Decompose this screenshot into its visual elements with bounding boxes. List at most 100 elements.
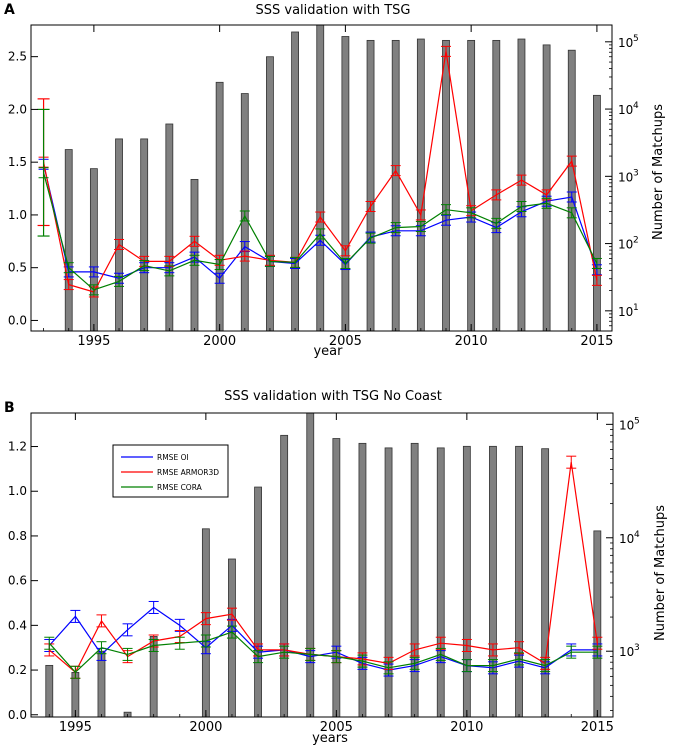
error-bar-2-1999	[189, 254, 200, 266]
error-bar-2-2001	[226, 625, 237, 639]
panel-b-label: B	[4, 400, 15, 416]
error-bar-1-2012	[516, 174, 527, 186]
axes-box	[30, 24, 613, 332]
x-tick-label: 2000	[189, 720, 222, 735]
error-bar-0-1997	[122, 623, 133, 637]
error-bar-2-2001	[239, 210, 250, 222]
matchup-bar-1994	[45, 664, 54, 718]
y-tick-label: 0.0	[8, 708, 27, 722]
panel-a-label: A	[4, 2, 15, 18]
y-tick-label: 0.4	[8, 618, 27, 632]
error-bar-1-2014	[566, 455, 577, 469]
error-bar-2-2008	[415, 221, 426, 233]
error-bar-1-2005	[340, 245, 351, 257]
error-bar-1-1994	[63, 279, 74, 291]
matchup-bar-1997	[140, 138, 149, 332]
x-tick-label: 2010	[450, 720, 483, 735]
error-bar-2-2014	[566, 645, 577, 659]
y-tick-label: 0.0	[8, 313, 27, 327]
panel-a-right-axis-label: Number of Matchups	[651, 104, 666, 240]
matchup-bar-2005	[332, 438, 341, 718]
series-line-2	[48, 631, 598, 674]
panel-b-x-axis-label: years	[312, 731, 348, 746]
matchup-bar-2008	[416, 38, 425, 332]
error-bar-2-1995	[70, 665, 81, 679]
error-bar-0-1998	[148, 600, 159, 614]
matchup-bar-2009	[442, 39, 450, 332]
legend-label-2: RMSE CORA	[157, 483, 203, 492]
error-bar-2-2011	[487, 659, 498, 673]
y2-tick-exponent: 3	[634, 643, 640, 653]
error-bar-0-2014	[566, 191, 577, 203]
y-tick-label: 1.2	[8, 440, 27, 454]
y2-tick-label: 10	[619, 532, 634, 546]
error-bar-1-1999	[189, 235, 200, 247]
matchup-bar-2002	[266, 56, 274, 332]
matchup-bar-2013	[541, 448, 550, 718]
matchup-bar-2010	[462, 445, 471, 718]
matchup-bar-1996	[115, 138, 123, 332]
matchup-bar-2000	[215, 81, 224, 332]
error-bar-2-1996	[96, 641, 107, 655]
error-bar-2-2003	[290, 256, 301, 268]
panel-b-ticks: 1995 2000 2005 2010 2015 0.0 0.2 0.4 0.6 0.8 1.0 1.…	[8, 413, 640, 735]
error-bar-2-2003	[279, 645, 290, 659]
y2-tick-exponent: 4	[634, 530, 640, 540]
error-bar-1-1996	[114, 238, 125, 250]
matchup-bar-2005	[341, 36, 350, 332]
error-bar-2-1996	[114, 275, 125, 287]
panel-a: A SSS validation with TSG year Number of…	[4, 2, 666, 359]
y2-tick-exponent: 1	[633, 303, 639, 313]
matchup-bar-2007	[391, 39, 400, 332]
y-tick-label: 1.0	[8, 208, 27, 222]
matchup-bar-2008	[410, 442, 419, 718]
error-bar-2-2006	[357, 654, 368, 668]
error-bar-1-2001	[239, 250, 250, 262]
error-bar-2-1998	[164, 265, 175, 277]
panel-b-legend: RMSE OI RMSE ARMOR3D RMSE CORA	[112, 444, 229, 498]
error-bar-1-2011	[487, 643, 498, 657]
error-bar-2-2000	[200, 634, 211, 648]
error-bar-1-2008	[415, 209, 426, 221]
error-bar-2-2008	[409, 656, 420, 670]
error-bar-2-1997	[122, 647, 133, 661]
error-bar-2-2013	[540, 659, 551, 673]
error-bar-2-2000	[214, 259, 225, 271]
error-bar-0-2009	[441, 214, 451, 226]
matchup-bar-2007	[384, 447, 393, 718]
error-bar-2-2012	[514, 652, 525, 666]
y2-tick-exponent: 3	[633, 168, 639, 178]
y-tick-label: 0.2	[8, 663, 27, 677]
error-bar-2-1994	[63, 262, 74, 274]
error-bar-1-2011	[491, 189, 502, 201]
panel-a-title: SSS validation with TSG	[255, 3, 410, 18]
matchup-bar-2004	[316, 24, 325, 332]
matchup-bar-2014	[567, 49, 576, 332]
legend-label-1: RMSE ARMOR3D	[157, 468, 219, 477]
matchup-bar-1996	[97, 650, 106, 718]
panel-b-axes-frame	[30, 412, 614, 718]
matchup-bar-2009	[436, 447, 445, 718]
y2-tick-label: 10	[618, 36, 633, 50]
matchup-bar-2003	[291, 31, 299, 332]
panel-a-axes-frame	[30, 24, 613, 332]
error-bar-2-1999	[174, 636, 185, 650]
error-bar-1-2010	[461, 638, 472, 652]
large-error-bar-1	[37, 108, 50, 237]
error-bar-1-2015	[591, 274, 602, 286]
x-tick-label: 2015	[580, 334, 613, 349]
error-bar-2-2013	[541, 197, 552, 209]
panel-a-x-axis-label: year	[313, 344, 343, 359]
matchup-bar-1994	[64, 149, 73, 332]
error-bar-1-2009	[441, 45, 451, 57]
x-tick-label: 2000	[203, 334, 236, 349]
x-tick-label: 1995	[77, 334, 110, 349]
axes-box	[30, 412, 614, 718]
error-bar-1-2004	[315, 211, 326, 223]
panel-a-lines	[37, 45, 602, 298]
y2-tick-label: 10	[619, 418, 634, 432]
matchup-bar-2012	[515, 445, 523, 718]
matchup-bar-2011	[489, 445, 497, 718]
panel-a-ticks: 1995 2000 2005 2010 2015 0.0 0.5 1.0 1.5 2.0 2.5 10…	[8, 25, 639, 349]
error-bar-1-2007	[390, 165, 401, 177]
